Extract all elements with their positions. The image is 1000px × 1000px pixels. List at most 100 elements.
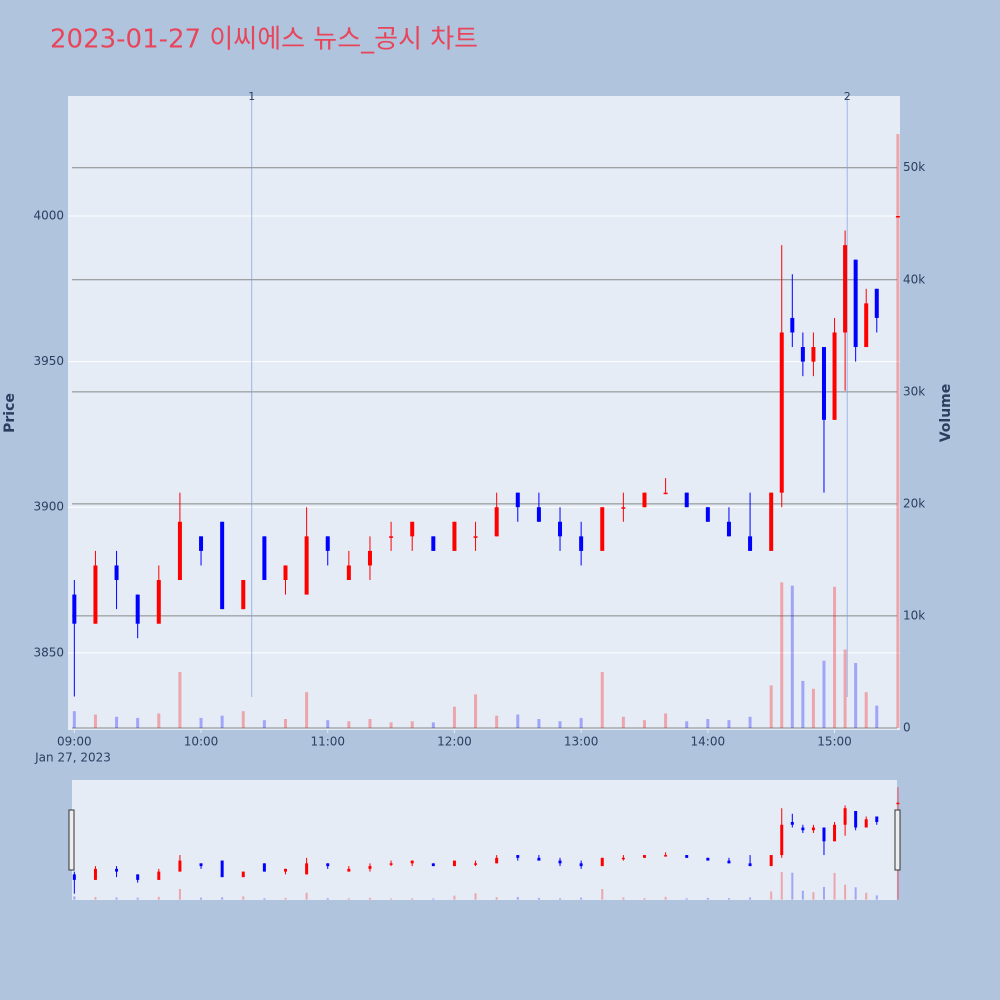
- slider-candle-body: [801, 827, 805, 831]
- slider-volume-bar: [537, 897, 540, 900]
- volume-bar: [474, 694, 478, 728]
- volume-bar: [875, 705, 879, 728]
- slider-candle-body: [72, 874, 76, 880]
- candle-body: [199, 536, 204, 551]
- volume-bar: [600, 671, 604, 728]
- slider-volume-bar: [368, 897, 371, 900]
- slider-candle-body: [896, 802, 900, 805]
- candle-body: [389, 536, 394, 538]
- slider-volume-bar: [780, 872, 783, 900]
- volume-bar: [178, 671, 182, 728]
- candle-body: [346, 565, 351, 581]
- candle-body: [864, 303, 869, 348]
- candle-body: [832, 332, 837, 420]
- volume-bar: [72, 711, 76, 728]
- slider-candle-body: [93, 868, 97, 880]
- slider-volume-bar: [833, 872, 836, 900]
- slider-volume-bar: [801, 890, 804, 900]
- range-slider[interactable]: [72, 780, 897, 900]
- volume-bar: [579, 717, 583, 728]
- y2-tick-label: 30k: [903, 384, 925, 398]
- slider-candle-body: [368, 866, 372, 869]
- slider-candle-body: [220, 860, 224, 878]
- slider-volume-bar: [178, 889, 181, 900]
- volume-bar: [621, 716, 625, 728]
- candle-body: [367, 550, 372, 566]
- slider-candle-body: [410, 860, 414, 864]
- slider-volume-bar: [284, 897, 287, 900]
- slider-volume-bar: [822, 886, 825, 900]
- slider-candle-body: [305, 863, 309, 875]
- slider-candle-body: [495, 857, 499, 864]
- slider-candle-body: [875, 816, 879, 823]
- volume-bar: [896, 134, 900, 728]
- slider-candle-body: [579, 863, 583, 867]
- candle-body: [177, 521, 182, 581]
- volume-bar: [452, 706, 456, 728]
- y2-tick-label: 50k: [903, 160, 925, 174]
- candle-body: [494, 507, 499, 537]
- slider-volume-bar: [580, 897, 583, 900]
- slider-volume-bar: [559, 898, 562, 900]
- volume-bar: [262, 720, 266, 728]
- candle-body: [220, 521, 225, 610]
- slider-volume-bar: [495, 897, 498, 900]
- slider-candle-body: [833, 824, 837, 842]
- candle-body: [579, 536, 584, 551]
- slider-volume-bar: [136, 897, 139, 900]
- volume-bar: [748, 716, 752, 728]
- volume-bar: [368, 719, 372, 728]
- volume-bar: [157, 713, 161, 728]
- slider-handle[interactable]: [894, 809, 901, 871]
- slider-candle-body: [516, 855, 520, 858]
- slider-volume-bar: [411, 898, 414, 900]
- slider-handle[interactable]: [68, 809, 75, 871]
- volume-bar: [727, 720, 731, 728]
- volume-bar: [537, 719, 541, 728]
- candle-body: [726, 521, 731, 537]
- candle-body: [72, 594, 77, 624]
- slider-volume-bar: [643, 898, 646, 900]
- x-tick-label: 12:00: [437, 735, 472, 749]
- candle-body: [684, 492, 689, 508]
- slider-volume-bar: [749, 897, 752, 900]
- volume-bar: [220, 715, 224, 728]
- y2-tick-label: 20k: [903, 496, 925, 510]
- volume-bar: [811, 688, 815, 728]
- x-date-label: Jan 27, 2023: [34, 751, 111, 765]
- chart-title: 2023-01-27 이씨에스 뉴스_공시 차트: [50, 25, 478, 55]
- candle-body: [114, 565, 119, 581]
- volume-bar: [347, 721, 351, 728]
- slider-candle-body: [811, 827, 815, 831]
- candle-body: [895, 215, 900, 218]
- x-tick-label: 09:00: [57, 735, 92, 749]
- volume-bar: [558, 721, 562, 728]
- volume-bar: [495, 715, 499, 728]
- slider-volume-bar: [854, 887, 857, 900]
- candle-body: [663, 492, 668, 495]
- y-tick-label: 3950: [33, 354, 64, 368]
- volume-bar: [664, 713, 668, 728]
- slider-candle-body: [178, 860, 182, 872]
- slider-volume-bar: [844, 884, 847, 900]
- slider-volume-bar: [157, 896, 160, 900]
- candle-body: [874, 288, 879, 318]
- volume-bar: [284, 719, 288, 728]
- slider-candle-body: [780, 824, 784, 856]
- slider-candle-body: [157, 871, 161, 880]
- y-tick-label: 3850: [33, 645, 64, 659]
- volume-bar: [326, 720, 330, 728]
- volume-bar: [136, 717, 140, 728]
- slider-candle-body: [727, 860, 731, 864]
- slider-volume-bar: [664, 896, 667, 900]
- candle-body: [325, 536, 330, 551]
- volume-bar: [822, 660, 826, 728]
- volume-bar: [389, 722, 393, 728]
- volume-bar: [685, 721, 689, 728]
- slider-candle-body: [843, 808, 847, 825]
- candle-body: [800, 347, 805, 362]
- x-tick-label: 14:00: [691, 735, 726, 749]
- slider-candle-body: [621, 857, 625, 860]
- volume-bar: [833, 586, 837, 728]
- slider-candle-body: [790, 822, 794, 825]
